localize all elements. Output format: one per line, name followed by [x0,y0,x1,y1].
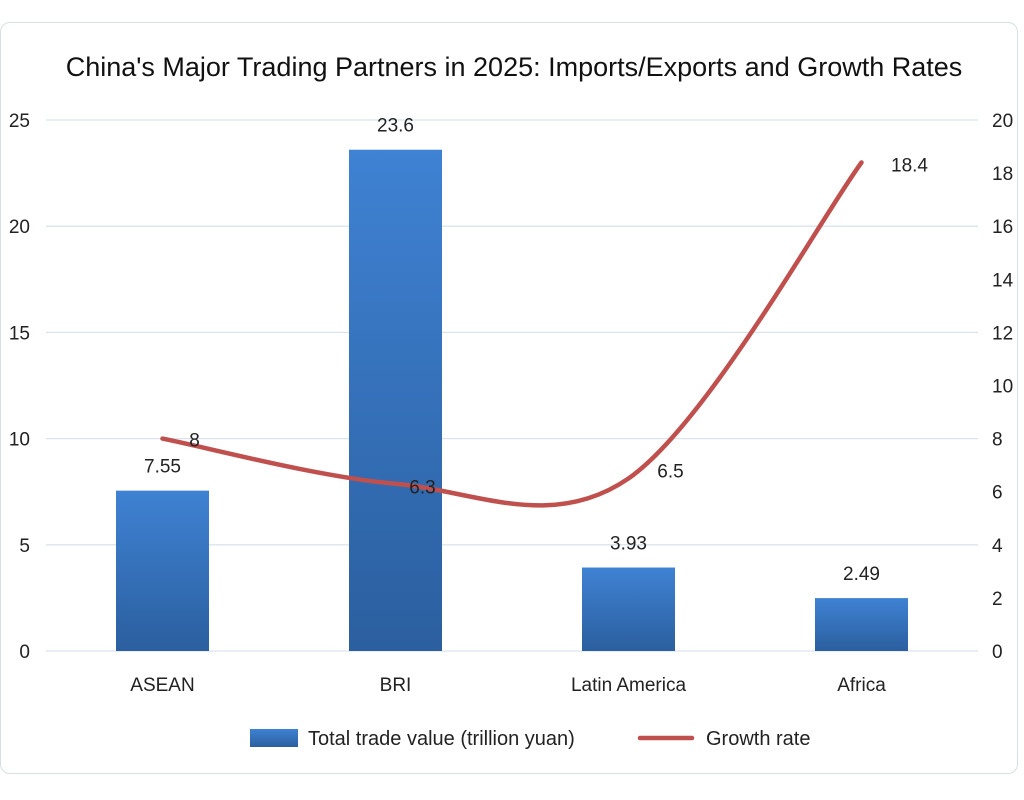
left-axis-tick-label: 10 [9,430,30,451]
right-axis-tick-label: 18 [992,164,1013,185]
bar-value-label: 23.6 [377,116,414,137]
legend-bar-swatch [250,729,298,747]
left-axis-ticks: 0 5 10 15 20 25 [9,111,30,663]
left-axis-tick-label: 15 [9,323,30,344]
category-label: Africa [837,675,886,696]
right-axis-tick-label: 20 [992,111,1013,132]
bar-series: 7.55 23.6 3.93 2.49 [116,116,908,651]
line-value-label: 6.5 [657,461,683,482]
line-series: 8 6.3 6.5 18.4 [160,155,928,508]
legend-bar-label: Total trade value (trillion yuan) [308,728,575,750]
right-axis-tick-label: 10 [992,377,1013,398]
right-axis-tick-label: 6 [992,483,1003,504]
bar-value-label: 3.93 [610,534,647,555]
left-axis-tick-label: 25 [9,111,30,132]
bar [815,598,908,651]
right-axis-tick-label: 8 [992,430,1003,451]
bar-value-label: 2.49 [843,564,880,585]
line-value-label: 8 [189,431,200,452]
left-axis-tick-label: 20 [9,217,30,238]
right-axis-tick-label: 4 [992,536,1003,557]
chart-title: China's Major Trading Partners in 2025: … [66,52,963,82]
right-axis-tick-label: 2 [992,589,1003,610]
bar-value-label: 7.55 [144,457,181,478]
category-labels: ASEAN BRI Latin America Africa [130,675,886,696]
bar [582,567,675,651]
category-label: ASEAN [130,675,194,696]
category-label: BRI [380,675,412,696]
right-axis-tick-label: 0 [992,642,1003,663]
legend: Total trade value (trillion yuan) Growth … [250,728,810,750]
left-axis-tick-label: 0 [19,642,30,663]
growth-rate-line [160,160,864,508]
bar [116,490,209,651]
right-axis-tick-label: 16 [992,217,1013,238]
line-value-label: 6.3 [409,478,435,499]
line-value-label: 18.4 [891,155,928,176]
bar [349,149,442,651]
right-axis-tick-label: 14 [992,270,1014,291]
left-axis-tick-label: 5 [19,536,30,557]
legend-line-label: Growth rate [706,728,810,750]
right-axis-tick-label: 12 [992,323,1013,344]
category-label: Latin America [571,675,687,696]
right-axis-ticks: 0 2 4 6 8 10 12 14 16 18 20 [992,111,1014,663]
